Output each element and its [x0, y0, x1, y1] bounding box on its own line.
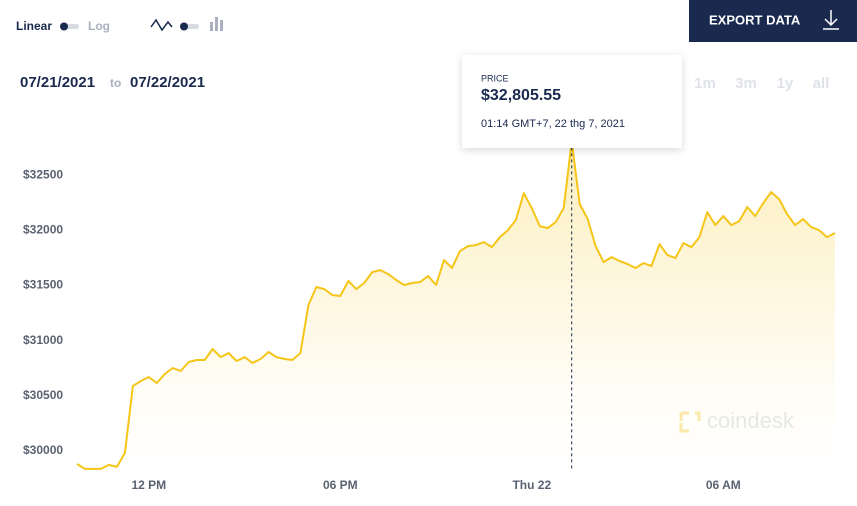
y-tick-label: $30500 [23, 388, 63, 402]
tooltip-box [462, 55, 682, 148]
price-line [76, 140, 836, 470]
y-tick-label: $31000 [23, 333, 63, 347]
x-tick-label: Thu 22 [512, 478, 551, 492]
bar-icon[interactable] [210, 17, 223, 31]
linear-toggle[interactable]: Linear [16, 19, 52, 33]
range-button[interactable]: 1m [694, 75, 716, 92]
date-sep: to [110, 76, 121, 90]
range-button[interactable]: 1y [777, 75, 794, 92]
range-button[interactable]: all [813, 75, 830, 92]
export-label[interactable]: EXPORT DATA [709, 12, 801, 27]
line-icon[interactable] [150, 18, 173, 32]
download-icon[interactable] [823, 10, 839, 30]
tooltip-label: PRICE [481, 73, 509, 83]
tooltip-price: $32,805.55 [481, 87, 561, 104]
y-tick-label: $32500 [23, 167, 63, 181]
x-tick-label: 06 AM [706, 478, 741, 492]
x-tick-label: 06 PM [323, 478, 358, 492]
log-toggle[interactable]: Log [88, 19, 110, 33]
toggle-knob[interactable] [60, 22, 68, 31]
y-tick-label: $32000 [23, 222, 63, 236]
x-tick-label: 12 PM [131, 478, 166, 492]
tooltip-time: 01:14 GMT+7, 22 thg 7, 2021 [481, 118, 625, 130]
export-button[interactable] [689, 0, 857, 42]
date-to[interactable]: 07/22/2021 [130, 74, 205, 91]
y-tick-label: $31500 [23, 278, 63, 292]
toggle-knob[interactable] [180, 22, 188, 31]
range-button[interactable]: 3m [735, 75, 757, 92]
y-tick-label: $30000 [23, 443, 63, 457]
area-fill [77, 141, 835, 473]
tooltip: PRICE $32,805.55 01:14 GMT+7, 22 thg 7, … [462, 55, 682, 148]
date-from[interactable]: 07/21/2021 [20, 74, 95, 91]
